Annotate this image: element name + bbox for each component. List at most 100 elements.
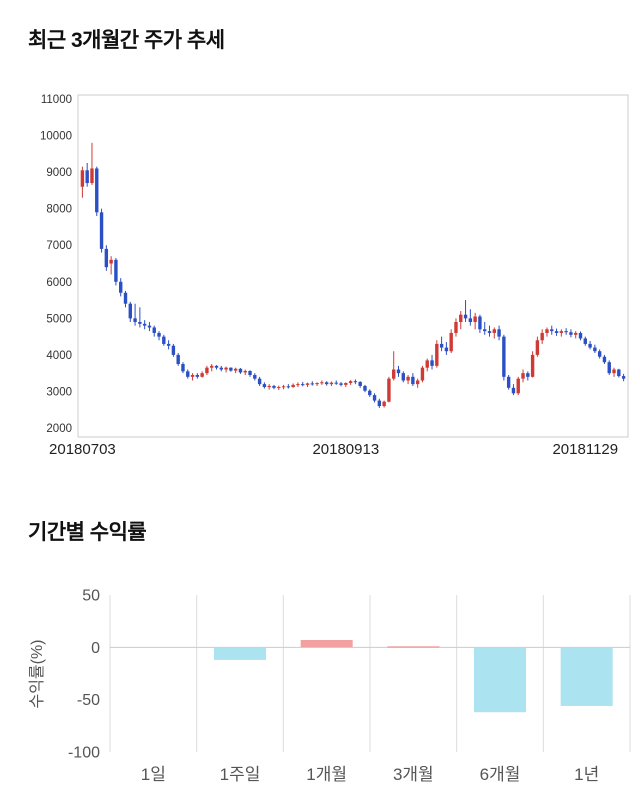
returns-chart-svg: 50 0 -50 -100 수익률(%) 1일 1주일 1개월 3개월 6개월 1년: [28, 588, 631, 784]
candle-body: [229, 367, 233, 371]
candle-body: [190, 374, 195, 377]
candle-body: [588, 343, 592, 348]
candle-body: [569, 332, 573, 335]
candle-body: [147, 325, 152, 328]
candle-body: [526, 373, 530, 377]
candle-body: [176, 354, 180, 365]
candle-body: [487, 331, 492, 333]
candle-body: [617, 369, 621, 377]
candle-body: [286, 386, 291, 388]
y-tick-label: -100: [68, 745, 100, 762]
candle-body: [550, 329, 554, 332]
candle-body: [478, 316, 482, 330]
candle-body: [267, 385, 271, 388]
candle-body: [444, 347, 449, 352]
candle-body: [296, 384, 300, 386]
candle-body: [281, 386, 286, 388]
candle-body: [200, 373, 204, 377]
y-tick-label: 7000: [46, 240, 72, 252]
y-tick-label: 4000: [46, 350, 72, 362]
return-bar: [474, 647, 526, 713]
return-bar: [387, 646, 440, 648]
candle-body: [114, 259, 118, 282]
candle-body: [368, 390, 372, 396]
period-returns-chart: 50 0 -50 -100 수익률(%) 1일 1주일 1개월 3개월 6개월 1년: [0, 570, 640, 810]
return-bar: [300, 640, 353, 648]
candle-body: [181, 364, 185, 372]
candle-body: [411, 376, 415, 385]
candle-body: [186, 371, 190, 377]
candle-body: [80, 170, 85, 187]
candle-body: [320, 382, 324, 384]
candle-body: [301, 384, 305, 386]
candle-body: [559, 331, 564, 333]
candle-body: [344, 383, 348, 385]
candle-body: [358, 381, 362, 386]
candle-body: [152, 327, 156, 333]
candle-body: [324, 382, 329, 385]
price-chart-svg: 11000 10000 9000 8000 7000 6000 5000 4000 3000 20…: [40, 94, 629, 458]
candle-body: [104, 248, 109, 268]
candle-body: [377, 400, 382, 407]
candle-body: [262, 384, 267, 388]
price-candlestick-chart: 11000 10000 9000 8000 7000 6000 5000 4000 3000 20…: [0, 78, 640, 478]
candle-body: [430, 360, 434, 366]
candle-body: [277, 387, 281, 389]
candle-body: [99, 212, 104, 249]
candle-body: [90, 168, 94, 184]
candle-body: [454, 321, 458, 333]
y-tick-label: 10000: [40, 131, 72, 143]
candle-body: [439, 343, 444, 348]
returns-title: 기간별 수익률: [28, 521, 147, 544]
return-bar: [214, 647, 266, 660]
candle-body: [535, 340, 540, 355]
candle-body: [310, 383, 314, 385]
candle-body: [210, 365, 214, 368]
candle-body: [85, 170, 89, 184]
candle-body: [133, 318, 137, 322]
candle-body: [459, 314, 463, 322]
candle-body: [329, 382, 334, 385]
candle-body: [214, 365, 219, 368]
x-category-label: 1일: [141, 765, 166, 784]
candle-body: [506, 376, 511, 388]
candle-body: [205, 367, 209, 374]
candle-body: [435, 343, 439, 366]
candle-body: [257, 378, 262, 385]
candle-body: [109, 259, 113, 264]
candle-body: [166, 343, 171, 346]
candle-body: [597, 351, 602, 357]
y-axis-title: 수익률(%): [28, 639, 46, 708]
x-tick-label: 20181129: [552, 441, 618, 458]
y-tick-label: 9000: [46, 167, 72, 179]
x-category-label: 1주일: [220, 765, 261, 784]
candle-body: [138, 321, 142, 324]
candle-body: [516, 378, 520, 394]
plot-border: [77, 94, 629, 438]
candle-body: [372, 395, 377, 401]
y-tick-label: 0: [91, 640, 100, 657]
candle-body: [492, 329, 496, 333]
candle-body: [406, 376, 410, 381]
x-tick-label: 20180703: [49, 441, 116, 458]
x-category-label: 1개월: [306, 765, 347, 784]
x-tick-label: 20180913: [312, 441, 379, 458]
candle-body: [348, 381, 353, 384]
candle-body: [473, 316, 477, 322]
candle-body: [583, 338, 587, 344]
candle-body: [502, 336, 506, 377]
candle-body: [363, 385, 367, 391]
y-tick-label: 3000: [46, 386, 72, 398]
y-tick-label: 11000: [41, 94, 72, 106]
candle-body: [291, 384, 295, 388]
candle-body: [415, 380, 420, 385]
candle-body: [382, 401, 386, 407]
candle-body: [602, 356, 607, 363]
candle-body: [396, 369, 401, 374]
candle-body: [425, 360, 429, 368]
candle-body: [123, 292, 128, 304]
candle-body: [612, 369, 616, 374]
y-tick-label: 8000: [46, 204, 72, 216]
candle-body: [554, 331, 559, 333]
